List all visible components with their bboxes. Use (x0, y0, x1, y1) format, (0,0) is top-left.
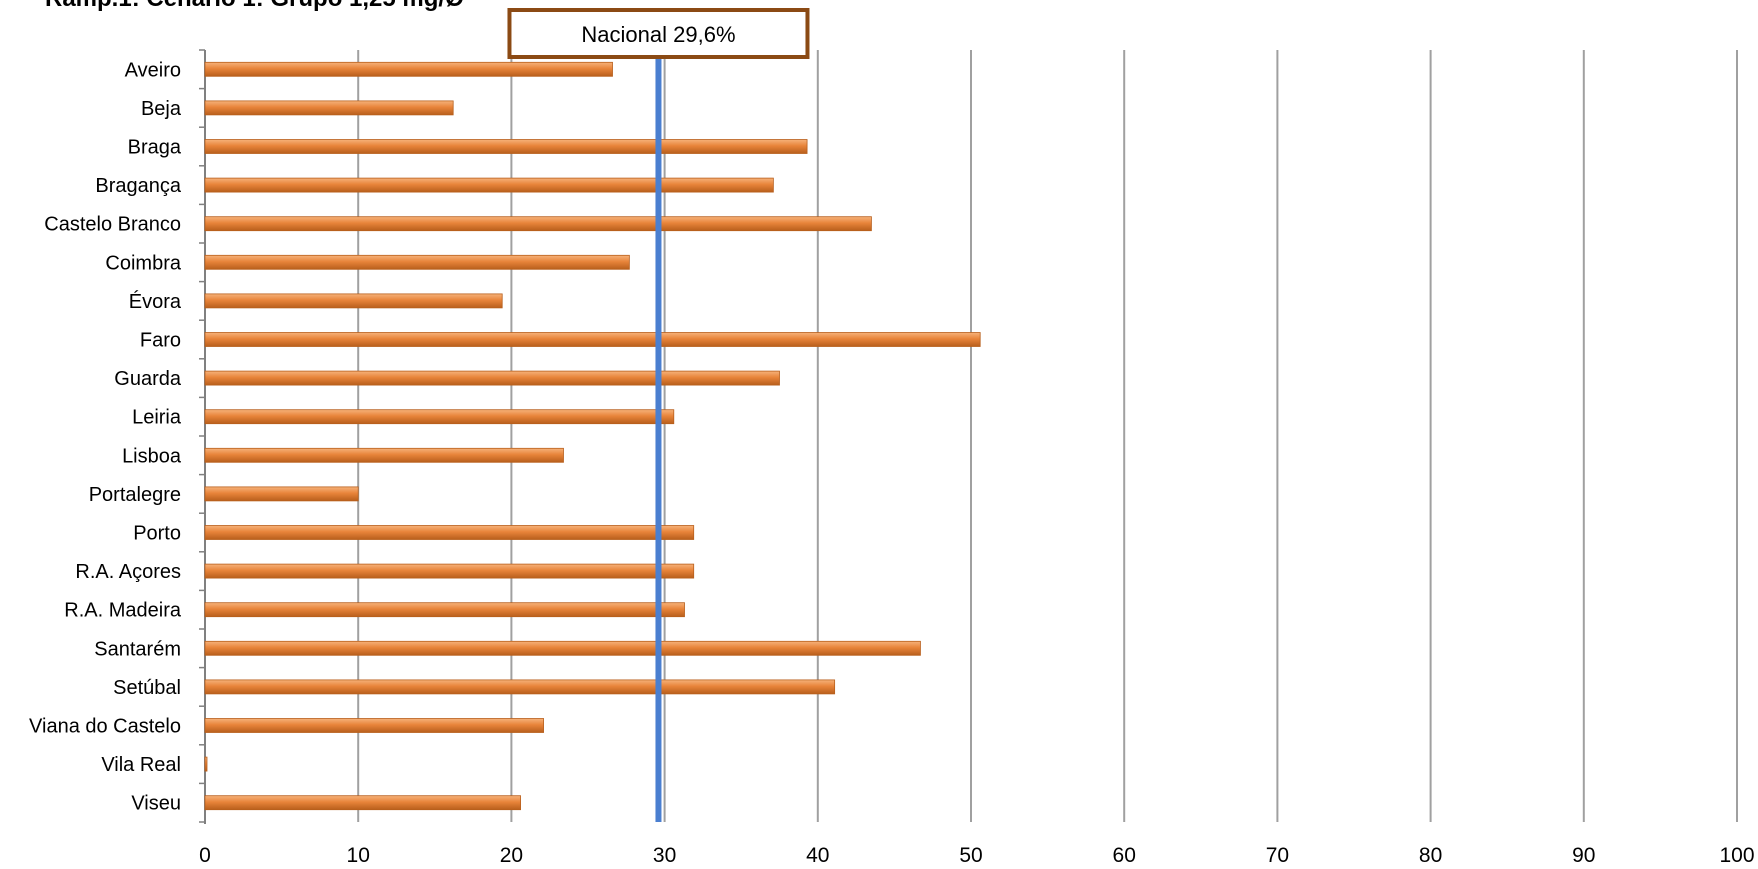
category-label: Lisboa (122, 445, 182, 467)
bar (204, 139, 808, 154)
x-tick-label: 60 (1113, 844, 1136, 867)
category-label: Coimbra (105, 252, 181, 274)
bar (204, 486, 359, 502)
category-label: R.A. Açores (75, 561, 181, 583)
axes (199, 49, 206, 824)
category-label: Aveiro (125, 59, 181, 81)
bar (204, 216, 872, 232)
category-label: Viana do Castelo (29, 716, 181, 738)
bar (204, 61, 613, 77)
x-tick-label: 30 (653, 844, 676, 867)
x-tick-label: 80 (1419, 844, 1442, 867)
category-label: Bragança (95, 175, 181, 197)
bar (204, 447, 564, 463)
bar (204, 409, 675, 425)
category-labels: Aveiro Beja Braga Bragança Castelo Branco Coi… (29, 59, 182, 814)
x-tick-label: 20 (500, 844, 523, 867)
x-tick-label: 70 (1266, 844, 1289, 867)
category-label: Castelo Branco (44, 214, 181, 236)
category-label: Leiria (132, 407, 182, 429)
category-label: Vila Real (101, 754, 181, 776)
bar (204, 254, 630, 270)
bar (204, 370, 780, 386)
category-label: Faro (140, 330, 181, 352)
x-tick-label: 10 (347, 844, 370, 867)
category-label: Setúbal (113, 677, 181, 699)
x-tick-labels: 0 10 20 30 40 50 60 70 80 90 100 (199, 844, 1754, 867)
bar (204, 100, 454, 116)
bar (204, 602, 685, 618)
x-tick-label: 40 (806, 844, 829, 867)
vertical-gridlines (357, 50, 1738, 822)
bar (204, 679, 836, 695)
bar (204, 795, 521, 811)
x-tick-label: 0 (199, 844, 211, 867)
reference-line-group: Nacional 29,6% (507, 8, 810, 822)
category-label: Évora (129, 290, 182, 313)
bar (204, 177, 774, 193)
bars (204, 61, 981, 811)
x-tick-label: 50 (959, 844, 982, 867)
bar (204, 640, 921, 656)
bar (204, 332, 981, 347)
reference-label: Nacional 29,6% (581, 22, 735, 47)
category-label: Beja (141, 98, 182, 120)
category-label: Guarda (114, 368, 182, 390)
category-label: Braga (128, 137, 182, 159)
bar (204, 756, 208, 772)
category-label: Portalegre (89, 484, 181, 506)
bar (204, 293, 503, 309)
category-label: Porto (133, 523, 181, 545)
x-tick-label: 100 (1719, 844, 1754, 867)
chart-title: Ramp.1: Cenário 1: Grupo 1,25 mg/Ø (45, 0, 464, 12)
bar (204, 718, 544, 733)
category-label: Santarém (94, 638, 181, 660)
bar (204, 563, 695, 579)
category-label: Viseu (131, 793, 181, 815)
bar (204, 525, 695, 540)
category-label: R.A. Madeira (64, 600, 182, 622)
x-tick-label: 90 (1572, 844, 1595, 867)
reference-label-box (507, 8, 810, 59)
